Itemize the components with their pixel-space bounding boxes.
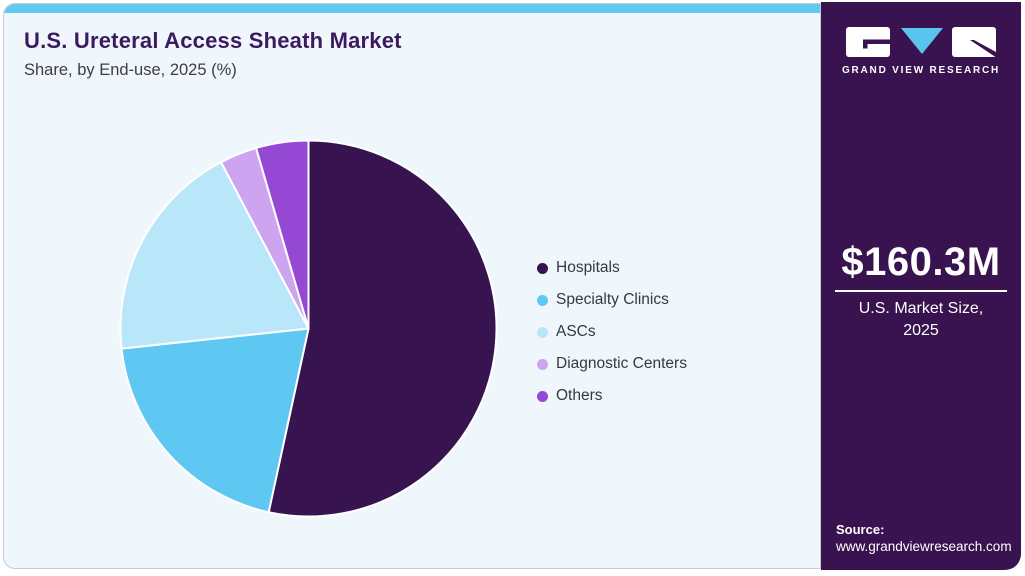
legend-swatch-icon — [537, 390, 548, 402]
market-size-label-line1: U.S. Market Size, — [858, 300, 984, 317]
legend-label: Others — [556, 387, 603, 404]
legend-label: Diagnostic Centers — [556, 355, 687, 372]
sidebar: GRAND VIEW RESEARCH $160.3M U.S. Market … — [821, 2, 1021, 570]
brand-name: GRAND VIEW RESEARCH — [841, 65, 1001, 76]
pie-chart-area — [113, 133, 504, 524]
chart-card: U.S. Ureteral Access Sheath Market Share… — [3, 3, 821, 569]
logo-letter-r — [952, 27, 996, 57]
source-block: Source: www.grandviewresearch.com — [836, 521, 1012, 556]
market-size-value: $160.3M — [841, 240, 1001, 284]
divider-line — [835, 290, 1007, 292]
legend-item-hospitals: Hospitals — [537, 252, 687, 284]
page-title: U.S. Ureteral Access Sheath Market — [24, 28, 402, 53]
source-label: Source: — [836, 522, 885, 537]
pie-slice-others — [255, 139, 310, 330]
pie-slice-ascs — [119, 161, 310, 350]
market-size-label-line2: 2025 — [903, 322, 939, 339]
top-accent-bar — [4, 4, 820, 13]
legend-label: Hospitals — [556, 259, 620, 276]
legend-item-specialty-clinics: Specialty Clinics — [537, 284, 687, 316]
legend-swatch-icon — [537, 262, 548, 274]
logo-letter-g — [846, 27, 890, 57]
legend-swatch-icon — [537, 358, 548, 370]
legend-swatch-icon — [537, 326, 548, 338]
source-url-link[interactable]: www.grandviewresearch.com — [836, 539, 1012, 554]
gvr-logo-icon — [846, 27, 996, 57]
pie-slice-hospitals — [267, 139, 498, 518]
market-size-block: $160.3M U.S. Market Size, 2025 — [821, 240, 1021, 342]
legend-label: Specialty Clinics — [556, 291, 669, 308]
pie-slice-specialty-clinics — [120, 327, 310, 514]
legend-label: ASCs — [556, 323, 596, 340]
brand-logo: GRAND VIEW RESEARCH — [821, 26, 1021, 76]
market-size-label: U.S. Market Size, 2025 — [821, 298, 1021, 342]
legend-item-ascs: ASCs — [537, 316, 687, 348]
legend-item-others: Others — [537, 380, 687, 412]
page-subtitle: Share, by End-use, 2025 (%) — [24, 61, 237, 79]
legend-swatch-icon — [537, 294, 548, 306]
logo-letter-v — [901, 28, 943, 54]
legend: Hospitals Specialty Clinics ASCs Diagnostic… — [537, 252, 687, 412]
legend-item-diagnostic-centers: Diagnostic Centers — [537, 348, 687, 380]
pie-chart — [119, 139, 498, 518]
